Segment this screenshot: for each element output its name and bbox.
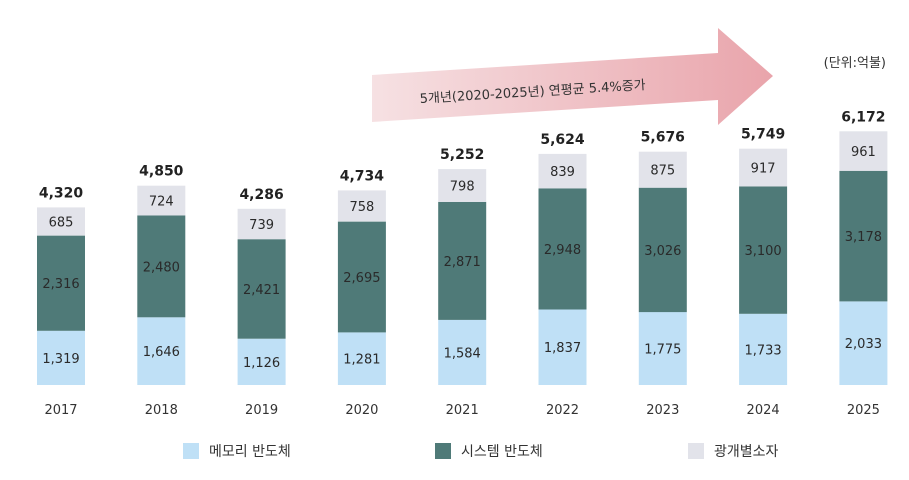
data-label-discrete-2021: 798	[450, 180, 475, 195]
data-label-system-2023: 3,026	[644, 244, 681, 259]
stacked-bar-chart: 5개년(2020-2025년) 연평균 5.4%증가 (단위:억불) 1,319…	[37, 28, 888, 418]
data-label-system-2020: 2,695	[343, 271, 380, 286]
bar-memory-2023	[638, 312, 687, 385]
data-label-system-2021: 2,871	[444, 255, 481, 270]
bar-system-2022	[538, 188, 587, 310]
x-tick-label-2024: 2024	[747, 403, 780, 418]
bar-system-2024	[739, 186, 788, 314]
data-label-discrete-2019: 739	[249, 218, 274, 233]
data-label-system-2024: 3,100	[744, 244, 781, 259]
legend-label-memory: 메모리 반도체	[209, 444, 291, 460]
legend-swatch-system	[435, 443, 451, 459]
legend-item-discrete: 광개별소자	[688, 441, 778, 461]
data-label-discrete-2024: 917	[751, 162, 776, 177]
total-label-2025: 6,172	[841, 109, 885, 125]
legend-label-discrete: 광개별소자	[714, 444, 779, 460]
bar-memory-2022	[538, 309, 587, 385]
x-tick-label-2019: 2019	[245, 403, 278, 418]
x-tick-label-2017: 2017	[44, 403, 77, 418]
bar-discrete-2022	[538, 153, 587, 189]
x-tick-label-2025: 2025	[847, 403, 880, 418]
data-label-memory-2020: 1,281	[343, 353, 380, 368]
legend-label-system: 시스템 반도체	[461, 444, 543, 460]
bar-discrete-2021	[438, 169, 487, 202]
data-label-memory-2018: 1,646	[143, 345, 180, 360]
data-label-system-2025: 3,178	[845, 230, 882, 245]
data-label-system-2022: 2,948	[544, 243, 581, 258]
bar-discrete-2018	[137, 185, 186, 216]
bar-system-2021	[438, 201, 487, 320]
bar-memory-2019	[237, 338, 286, 385]
x-tick-label-2021: 2021	[446, 403, 479, 418]
bar-discrete-2020	[337, 190, 386, 222]
data-label-discrete-2017: 685	[49, 216, 74, 231]
bar-memory-2025	[839, 301, 888, 385]
x-tick-label-2023: 2023	[646, 403, 679, 418]
bar-system-2025	[839, 170, 888, 302]
data-label-system-2018: 2,480	[143, 260, 180, 275]
data-label-memory-2025: 2,033	[845, 337, 882, 352]
legend: 메모리 반도체 시스템 반도체 광개별소자	[0, 441, 909, 463]
data-label-memory-2024: 1,733	[744, 343, 781, 358]
bar-discrete-2025	[839, 131, 888, 171]
x-tick-label-2018: 2018	[145, 403, 178, 418]
data-label-memory-2022: 1,837	[544, 341, 581, 356]
data-label-discrete-2025: 961	[851, 145, 876, 160]
bar-discrete-2024	[739, 148, 788, 187]
bar-memory-2024	[739, 313, 788, 385]
bar-memory-2020	[337, 332, 386, 385]
x-tick-label-2020: 2020	[345, 403, 378, 418]
data-label-discrete-2020: 758	[349, 200, 374, 215]
data-label-memory-2017: 1,319	[42, 352, 79, 367]
total-label-2024: 5,749	[741, 127, 785, 143]
data-label-system-2017: 2,316	[42, 277, 79, 292]
bar-system-2017	[37, 235, 85, 331]
data-label-memory-2021: 1,584	[444, 346, 481, 361]
data-label-discrete-2022: 839	[550, 165, 575, 180]
data-label-system-2019: 2,421	[243, 283, 280, 298]
data-label-discrete-2023: 875	[650, 164, 675, 179]
total-label-2021: 5,252	[440, 147, 484, 163]
data-label-memory-2019: 1,126	[243, 356, 280, 371]
total-label-2019: 4,286	[239, 187, 283, 203]
bars-group: 1,319 2,316 685 4,320 2017 1,646 2,480 724 4,850…	[37, 109, 888, 418]
legend-item-system: 시스템 반도체	[435, 441, 543, 461]
bar-discrete-2017	[37, 207, 85, 236]
total-label-2022: 5,624	[540, 132, 585, 148]
x-tick-label-2022: 2022	[546, 403, 579, 418]
bar-system-2020	[337, 221, 386, 333]
legend-swatch-memory	[183, 443, 199, 459]
growth-arrow	[372, 28, 773, 125]
bar-system-2019	[237, 239, 286, 339]
unit-label: (단위:억불)	[824, 56, 886, 71]
bar-system-2018	[137, 215, 186, 318]
total-label-2020: 4,734	[340, 168, 385, 184]
data-label-discrete-2018: 724	[149, 195, 174, 210]
bar-discrete-2023	[638, 151, 687, 188]
legend-swatch-discrete	[688, 443, 704, 459]
total-label-2017: 4,320	[39, 185, 84, 201]
bar-system-2023	[638, 187, 687, 313]
data-label-memory-2023: 1,775	[644, 343, 681, 358]
total-label-2018: 4,850	[139, 164, 184, 180]
bar-memory-2018	[137, 317, 186, 385]
total-label-2023: 5,676	[641, 130, 685, 146]
bar-memory-2017	[37, 330, 85, 385]
legend-item-memory: 메모리 반도체	[183, 441, 291, 461]
bar-memory-2021	[438, 319, 487, 385]
bar-discrete-2019	[237, 208, 286, 240]
